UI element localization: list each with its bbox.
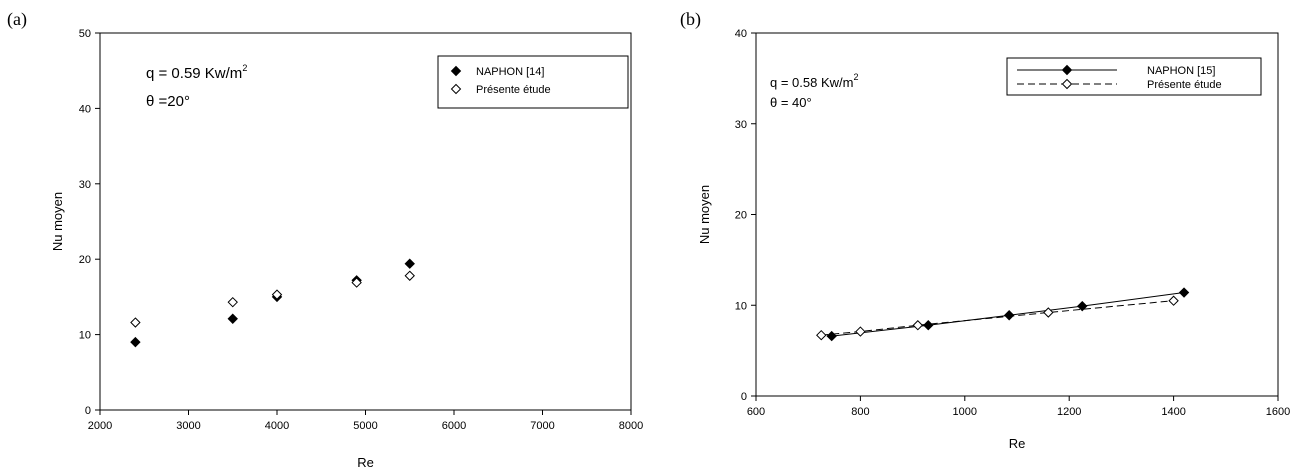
x-tick-label: 5000 <box>353 420 377 432</box>
legend-label: Présente étude <box>476 84 551 96</box>
chart-panel-b: (b) 600 800 1000 1200 1400 1600 0 10 20 30 40 Re Nu m… <box>680 9 1290 451</box>
data-point <box>271 289 283 300</box>
annotation-heat-flux: q = 0.58 Kw/m2 <box>770 72 858 90</box>
x-tick-label: 4000 <box>265 420 289 432</box>
data-point <box>404 258 415 269</box>
legend-marker <box>450 83 462 95</box>
x-tick-label: 1600 <box>1266 406 1290 418</box>
data-point <box>1168 295 1179 306</box>
y-tick-label: 0 <box>85 405 91 417</box>
y-tick-label: 30 <box>735 119 747 131</box>
x-tick-label: 1400 <box>1161 406 1185 418</box>
legend-box <box>437 55 629 109</box>
y-tick-label: 30 <box>79 179 91 191</box>
x-tick-label: 8000 <box>619 420 643 432</box>
y-tick-label: 10 <box>79 330 91 342</box>
x-tick-label: 6000 <box>442 420 466 432</box>
data-point <box>130 336 141 348</box>
annotation-angle: θ =20° <box>146 93 190 110</box>
legend-label: NAPHON [15] <box>1147 65 1215 77</box>
x-axis-label: Re <box>1009 436 1026 451</box>
x-tick-label: 3000 <box>176 420 200 432</box>
data-point <box>912 320 924 331</box>
y-tick-label: 40 <box>79 103 91 115</box>
x-tick-label: 1200 <box>1057 406 1081 418</box>
series-line <box>821 300 1174 336</box>
legend-marker <box>1061 64 1073 76</box>
panel-label: (b) <box>680 9 701 30</box>
data-point <box>826 330 837 342</box>
data-point <box>923 320 934 331</box>
data-point <box>130 317 141 328</box>
x-axis-label: Re <box>357 455 374 470</box>
legend-marker <box>450 65 462 77</box>
data-point <box>855 326 866 337</box>
annotation-heat-flux: q = 0.59 Kw/m2 <box>146 63 247 82</box>
x-tick-label: 7000 <box>530 420 554 432</box>
legend-marker <box>1061 78 1073 90</box>
data-point <box>227 296 238 308</box>
y-axis-label: Nu moyen <box>50 192 65 251</box>
data-point <box>1043 307 1054 318</box>
legend-label: NAPHON [14] <box>476 66 544 78</box>
data-point <box>404 270 415 281</box>
data-point <box>816 329 827 341</box>
x-tick-label: 1000 <box>953 406 977 418</box>
data-point <box>1003 310 1015 321</box>
data-point <box>1178 287 1190 298</box>
data-point <box>351 277 362 288</box>
y-tick-label: 20 <box>79 254 91 266</box>
y-tick-label: 0 <box>741 391 747 403</box>
x-tick-label: 2000 <box>88 420 112 432</box>
x-tick-label: 800 <box>851 406 869 418</box>
data-point <box>1077 300 1088 312</box>
panel-label: (a) <box>7 9 27 30</box>
data-point <box>227 313 238 324</box>
annotation-angle: θ = 40° <box>770 95 812 110</box>
x-tick-label: 600 <box>747 406 765 418</box>
y-tick-label: 10 <box>735 300 747 312</box>
chart-panel-a: (a) 2000 3000 4000 5000 6000 7000 8000 0 10 20 30 40… <box>7 9 643 470</box>
y-axis-label: Nu moyen <box>697 185 712 244</box>
legend-label: Présente étude <box>1147 79 1222 91</box>
y-tick-label: 40 <box>735 28 747 40</box>
y-tick-label: 20 <box>735 210 747 222</box>
legend-box <box>1006 57 1262 96</box>
y-tick-label: 50 <box>79 28 91 40</box>
